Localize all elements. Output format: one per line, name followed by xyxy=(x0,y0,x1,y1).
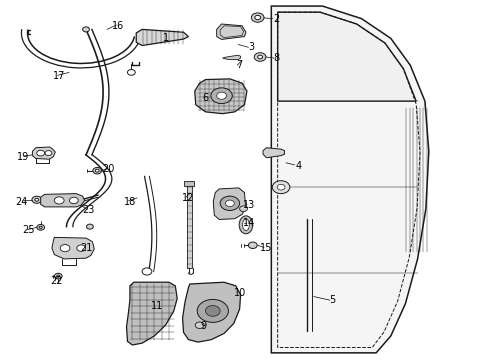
Text: 9: 9 xyxy=(200,321,206,331)
Circle shape xyxy=(37,225,44,230)
Text: 6: 6 xyxy=(202,93,208,103)
Text: 25: 25 xyxy=(22,225,35,235)
Circle shape xyxy=(37,150,44,156)
Text: 1: 1 xyxy=(163,33,169,43)
Text: 19: 19 xyxy=(17,152,29,162)
Circle shape xyxy=(225,200,234,207)
Text: 14: 14 xyxy=(243,218,255,228)
Circle shape xyxy=(127,69,135,75)
Polygon shape xyxy=(263,148,284,158)
Ellipse shape xyxy=(239,216,252,234)
Circle shape xyxy=(45,150,52,156)
Circle shape xyxy=(54,197,64,204)
Bar xyxy=(305,268,313,271)
Circle shape xyxy=(210,88,232,104)
Text: 15: 15 xyxy=(260,243,272,253)
Circle shape xyxy=(142,268,152,275)
Text: 13: 13 xyxy=(243,200,255,210)
Circle shape xyxy=(220,196,239,211)
Text: 20: 20 xyxy=(102,164,114,174)
Circle shape xyxy=(82,27,89,32)
Polygon shape xyxy=(222,55,240,59)
Text: 8: 8 xyxy=(273,53,279,63)
Bar xyxy=(183,181,194,186)
Circle shape xyxy=(195,322,203,328)
Text: 10: 10 xyxy=(233,288,245,298)
Circle shape xyxy=(216,92,226,99)
Bar xyxy=(305,239,313,243)
Circle shape xyxy=(77,245,85,251)
Circle shape xyxy=(239,206,247,212)
Polygon shape xyxy=(52,237,94,259)
Circle shape xyxy=(197,300,228,322)
Text: 18: 18 xyxy=(123,197,136,207)
Circle shape xyxy=(277,184,285,190)
Circle shape xyxy=(86,224,93,229)
Polygon shape xyxy=(136,30,188,45)
Text: 24: 24 xyxy=(15,197,27,207)
Bar xyxy=(186,184,191,268)
Text: 23: 23 xyxy=(82,206,95,216)
Circle shape xyxy=(272,181,289,194)
Text: 3: 3 xyxy=(248,42,254,52)
Text: 17: 17 xyxy=(53,71,65,81)
Ellipse shape xyxy=(270,149,277,156)
Text: 5: 5 xyxy=(328,295,335,305)
Circle shape xyxy=(32,196,41,203)
Circle shape xyxy=(251,13,264,22)
Text: 21: 21 xyxy=(80,243,92,253)
Text: 2: 2 xyxy=(272,14,279,24)
Polygon shape xyxy=(194,79,246,114)
Polygon shape xyxy=(213,188,245,220)
Text: 11: 11 xyxy=(150,301,163,311)
Circle shape xyxy=(254,53,265,61)
Circle shape xyxy=(254,15,260,20)
Bar xyxy=(305,297,313,300)
Ellipse shape xyxy=(242,219,249,230)
Circle shape xyxy=(95,169,99,172)
Polygon shape xyxy=(277,12,415,101)
Polygon shape xyxy=(41,194,84,207)
Circle shape xyxy=(205,306,220,316)
Circle shape xyxy=(69,197,78,204)
Text: 22: 22 xyxy=(50,276,63,286)
Ellipse shape xyxy=(265,148,281,157)
Polygon shape xyxy=(216,24,245,40)
Circle shape xyxy=(93,167,102,174)
Ellipse shape xyxy=(414,141,422,154)
Polygon shape xyxy=(182,282,240,342)
Circle shape xyxy=(54,273,62,279)
Ellipse shape xyxy=(411,138,426,158)
Circle shape xyxy=(60,244,70,252)
Text: 4: 4 xyxy=(294,161,301,171)
Text: 16: 16 xyxy=(111,21,123,31)
Polygon shape xyxy=(126,282,177,345)
Circle shape xyxy=(57,275,60,277)
Text: 7: 7 xyxy=(236,60,242,70)
Text: 12: 12 xyxy=(182,193,194,203)
Circle shape xyxy=(257,55,262,59)
Circle shape xyxy=(35,198,39,201)
Circle shape xyxy=(248,242,257,248)
Polygon shape xyxy=(271,6,428,353)
Circle shape xyxy=(39,226,42,228)
Polygon shape xyxy=(32,147,55,159)
